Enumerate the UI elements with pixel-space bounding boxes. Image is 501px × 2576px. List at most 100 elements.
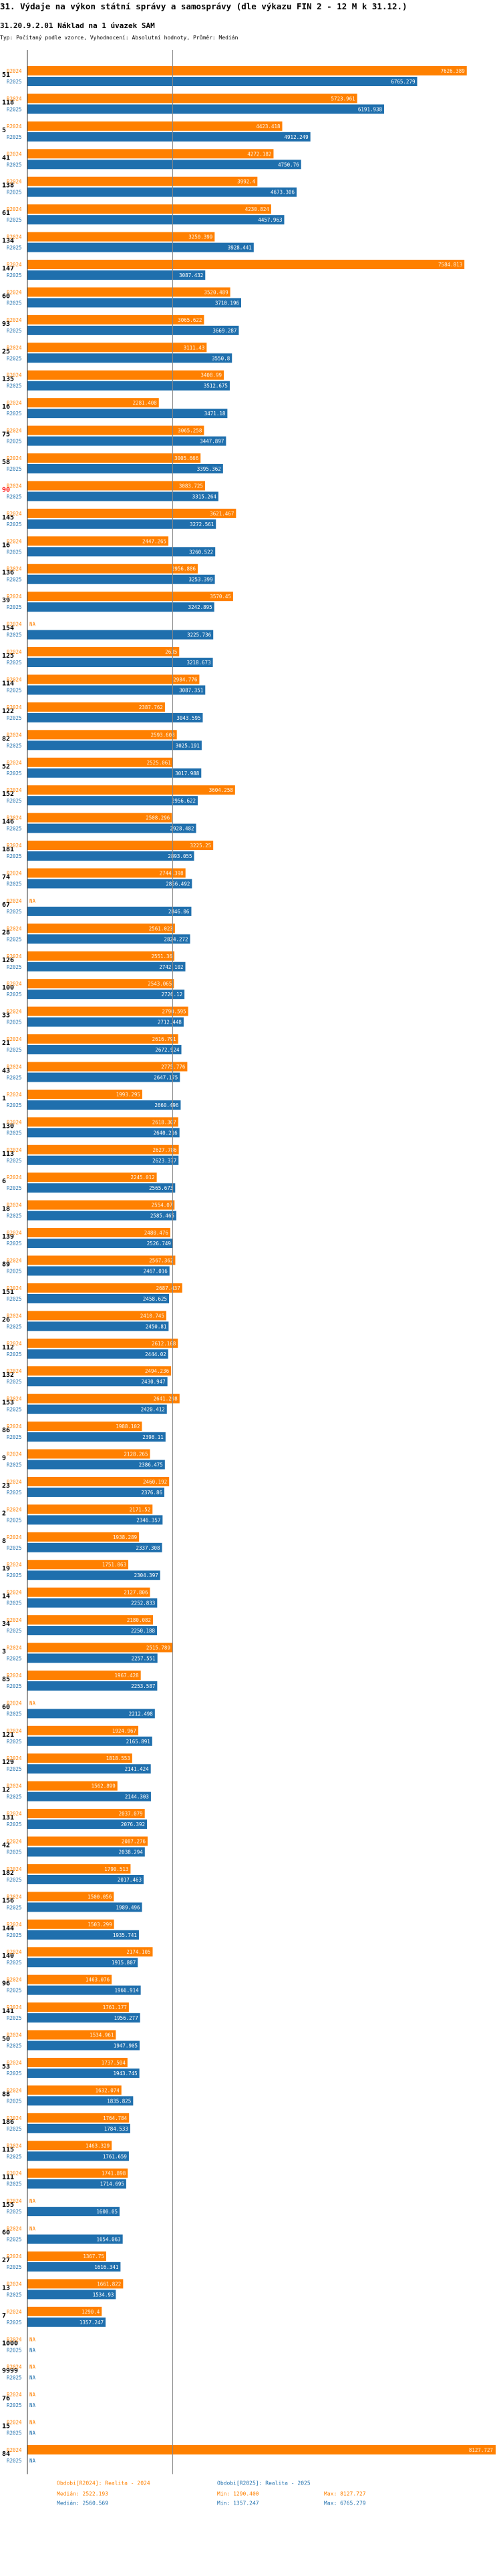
chart-title: 31. Výdaje na výkon státní správy a samo… xyxy=(0,1,407,11)
value-label: 1741.898 xyxy=(102,2171,126,2177)
bar xyxy=(27,1736,152,1746)
stat-label: Max: 6765.279 xyxy=(324,2500,366,2506)
value-label: 1616.341 xyxy=(94,2264,118,2270)
bar xyxy=(27,77,418,86)
category-label: 89 xyxy=(2,1261,10,1268)
bar xyxy=(27,1753,132,1763)
value-label: 2165.891 xyxy=(126,1739,150,1745)
bar xyxy=(27,1653,158,1663)
bar xyxy=(27,2002,129,2012)
value-label: 2984.776 xyxy=(173,676,198,682)
category-label: 155 xyxy=(2,2201,14,2209)
value-label: 1818.553 xyxy=(106,1755,130,1761)
category-label: 156 xyxy=(2,1897,14,1904)
category-label: 51 xyxy=(2,71,10,79)
series-label: R2024 xyxy=(7,1036,22,1042)
category-label: 145 xyxy=(2,514,14,521)
value-label: 2447.265 xyxy=(142,538,166,544)
value-label: 2635 xyxy=(165,649,177,655)
value-label: 1562.899 xyxy=(92,1783,116,1789)
value-label: 3225.25 xyxy=(190,843,212,849)
category-label: 114 xyxy=(2,680,14,687)
stat-label: Medián: 2560.569 xyxy=(57,2500,108,2506)
bar xyxy=(27,1422,142,1432)
category-label: 140 xyxy=(2,1952,14,1960)
value-label: 2856.492 xyxy=(166,881,190,887)
category-label: 8 xyxy=(2,1538,6,1545)
value-label: 2253.587 xyxy=(131,1683,155,1689)
bar xyxy=(27,519,216,529)
bar xyxy=(27,2251,106,2261)
bar xyxy=(27,1283,182,1293)
category-label: 7 xyxy=(2,2312,6,2320)
series-label: R2024 xyxy=(7,2087,22,2093)
value-label: 2467.016 xyxy=(144,1268,168,1274)
series-label: R2025 xyxy=(7,2126,22,2132)
value-label: 2508.296 xyxy=(146,815,170,821)
value-label: 1714.695 xyxy=(100,2181,124,2187)
series-label: R2024 xyxy=(7,2004,22,2010)
series-label: R2025 xyxy=(7,1850,22,1856)
bar xyxy=(27,906,192,916)
bar xyxy=(27,1515,163,1525)
chart-subtitle: 31.20.9.2.01 Náklad na 1 úvazek SAM xyxy=(0,21,155,30)
bar xyxy=(27,1930,139,1940)
bar xyxy=(27,381,230,391)
na-label: NA xyxy=(29,2458,36,2464)
category-label: 147 xyxy=(2,265,14,272)
series-label: R2025 xyxy=(7,1960,22,1966)
series-label: R2024 xyxy=(7,1894,22,1900)
series-label: R2025 xyxy=(7,909,22,915)
value-label: 2515.789 xyxy=(146,1645,170,1651)
bar xyxy=(27,1338,178,1348)
na-label: NA xyxy=(29,2347,36,2353)
value-label: 1761.659 xyxy=(103,2153,127,2159)
na-label: NA xyxy=(29,2336,36,2342)
series-label: R2025 xyxy=(7,1932,22,1938)
category-label: 43 xyxy=(2,1067,10,1074)
series-label: R2025 xyxy=(7,1158,22,1164)
category-label: 76 xyxy=(2,2395,10,2402)
value-label: 3025.191 xyxy=(176,742,200,748)
value-label: 2893.055 xyxy=(168,853,192,859)
bar xyxy=(27,204,271,214)
series-label: R2024 xyxy=(7,843,22,849)
series-label: R2024 xyxy=(7,1728,22,1734)
series-label: R2025 xyxy=(7,1185,22,1191)
series-label: R2025 xyxy=(7,217,22,223)
value-label: 2526.749 xyxy=(147,1241,171,1247)
bar xyxy=(27,353,232,363)
category-label: 18 xyxy=(2,1206,10,1213)
series-label: R2024 xyxy=(7,2115,22,2121)
value-label: 1967.428 xyxy=(115,1673,140,1679)
value-label: 3928.441 xyxy=(228,245,252,251)
series-label: R2025 xyxy=(7,190,22,196)
value-label: 2087.276 xyxy=(122,1839,146,1845)
category-label: 82 xyxy=(2,735,10,742)
series-label: R2024 xyxy=(7,760,22,766)
bar xyxy=(27,2306,102,2316)
series-label: R2024 xyxy=(7,1562,22,1568)
series-label: R2024 xyxy=(7,1811,22,1817)
value-label: 2647.175 xyxy=(154,1074,178,1080)
bar xyxy=(27,1974,112,1984)
bar xyxy=(27,1626,158,1636)
bar xyxy=(27,1598,158,1608)
series-label: R2024 xyxy=(7,2226,22,2232)
series-label: R2024 xyxy=(7,1230,22,1236)
value-label: 2660.496 xyxy=(154,1102,179,1108)
series-label: R2025 xyxy=(7,2181,22,2187)
bar xyxy=(27,757,173,767)
value-label: 3087.432 xyxy=(179,272,203,278)
category-label: 131 xyxy=(2,1814,14,1821)
series-label: R2025 xyxy=(7,1323,22,1329)
category-label: 19 xyxy=(2,1565,10,1572)
bar xyxy=(27,104,385,114)
series-label: R2025 xyxy=(7,1462,22,1468)
bar xyxy=(27,1764,151,1774)
value-label: 2687.437 xyxy=(156,1285,180,1291)
value-label: 3083.725 xyxy=(179,483,203,489)
bar xyxy=(27,1643,172,1653)
stat-label: Min: 1290.400 xyxy=(217,2491,259,2497)
series-label: R2024 xyxy=(7,179,22,185)
